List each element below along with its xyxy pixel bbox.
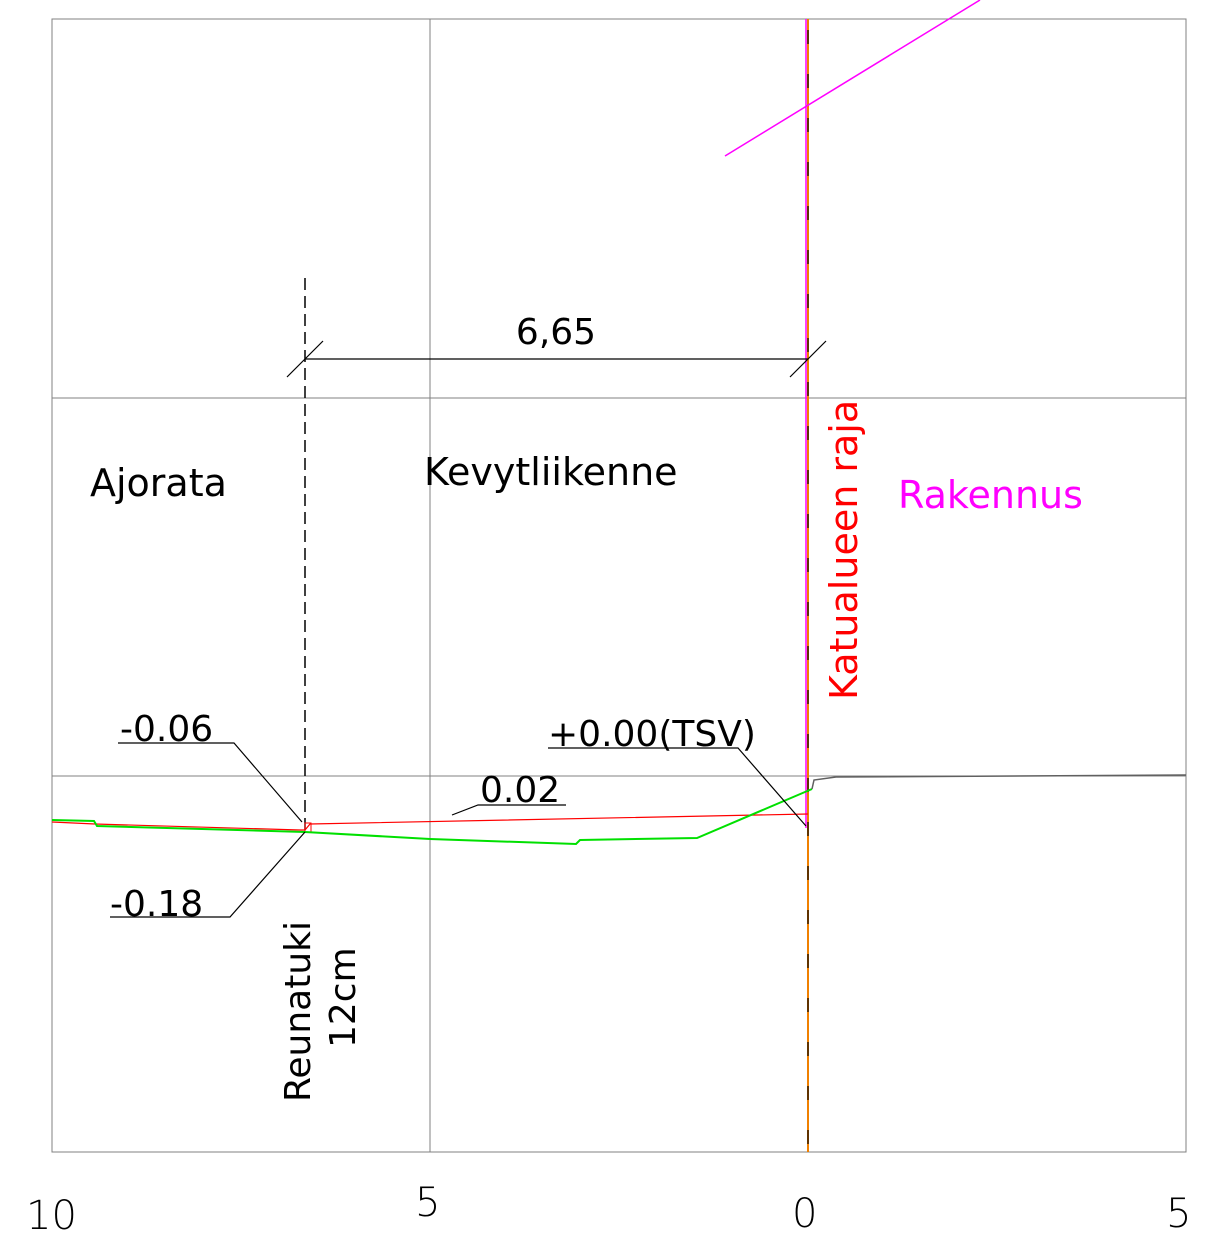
leader-lines bbox=[110, 742, 807, 918]
grid-frame bbox=[51, 18, 1187, 1153]
dimension-label: 6,65 bbox=[516, 312, 596, 353]
zone-building-label: Rakennus bbox=[898, 473, 1083, 517]
dimension-tick-right bbox=[789, 340, 827, 378]
leader-curb-top bbox=[118, 742, 303, 823]
leader-slope bbox=[451, 804, 566, 816]
axis-tick-0: 0 bbox=[792, 1191, 817, 1237]
zone-roadway-label: Ajorata bbox=[90, 461, 227, 505]
leader-curb-bottom bbox=[110, 831, 306, 918]
curb-height-label: 12cm bbox=[323, 947, 364, 1048]
level-slope: 0.02 bbox=[480, 770, 560, 811]
axis-tick-5-right: 5 bbox=[1166, 1191, 1191, 1237]
existing-ground-line bbox=[51, 788, 813, 846]
building-lines bbox=[724, 0, 981, 828]
dimension-line bbox=[286, 340, 827, 378]
curb-name-label: Reunatuki bbox=[278, 921, 319, 1102]
terrain-right-line bbox=[811, 774, 1187, 790]
grid bbox=[51, 18, 1187, 1153]
leader-reference bbox=[548, 747, 807, 827]
level-curb-bottom: -0.18 bbox=[110, 884, 203, 925]
design-surface-line bbox=[51, 813, 809, 831]
building-diagonal-line bbox=[724, 0, 981, 157]
axis-tick-5-left: 5 bbox=[415, 1180, 440, 1226]
level-curb-top: -0.06 bbox=[120, 709, 213, 750]
level-reference: +0.00(TSV) bbox=[548, 714, 756, 755]
axis-tick-10: 10 bbox=[26, 1193, 77, 1239]
dimension-tick-left bbox=[286, 340, 324, 378]
street-boundary-label: Katualueen raja bbox=[822, 400, 866, 700]
zone-light-traffic-label: Kevytliikenne bbox=[424, 450, 678, 494]
